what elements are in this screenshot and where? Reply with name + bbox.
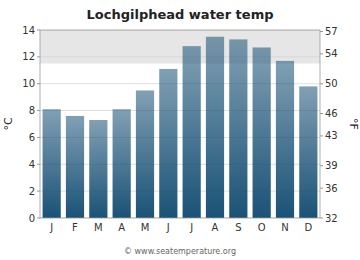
bar [113, 109, 131, 218]
y-tick [37, 218, 40, 219]
x-tick-label: O [258, 222, 266, 233]
y-tick-label: 6 [29, 132, 35, 143]
y2-tick [320, 83, 323, 84]
x-tick-label: N [281, 222, 288, 233]
watermark: © www.seatemperature.org [124, 247, 236, 256]
y-tick [37, 83, 40, 84]
y2-tick [320, 135, 323, 136]
x-tick-label: M [94, 222, 103, 233]
y-tick-label: 10 [22, 78, 35, 89]
x-tick-label: D [304, 222, 312, 233]
y-tick-label: 4 [29, 159, 35, 170]
bar [206, 37, 224, 218]
x-tick-label: F [72, 222, 78, 233]
plot-area [40, 30, 320, 218]
x-tick-label: J [189, 222, 193, 233]
y-tick-label: 2 [29, 186, 35, 197]
bar [136, 90, 154, 218]
y-tick [37, 56, 40, 57]
y2-tick-label: 39 [325, 160, 338, 171]
y-tick [37, 164, 40, 165]
x-tick-label: M [141, 222, 150, 233]
y2-tick-label: 54 [325, 48, 338, 59]
y-tick-label: 14 [22, 25, 35, 36]
bar [229, 39, 247, 218]
y2-tick [320, 218, 323, 219]
bar [89, 120, 107, 218]
y-axis-label: °C [2, 117, 15, 131]
y2-tick-label: 43 [325, 130, 338, 141]
x-tick-label: A [118, 222, 125, 233]
y2-tick [320, 165, 323, 166]
y2-axis-label: °F [347, 118, 360, 130]
y2-tick [320, 31, 323, 32]
bar [276, 61, 294, 218]
chart: Lochgilphead water temp02468101214323639… [0, 0, 360, 260]
bar [253, 47, 271, 218]
y2-tick [320, 188, 323, 189]
bar [159, 69, 177, 218]
y-tick-label: 12 [22, 51, 35, 62]
y-tick-label: 8 [29, 105, 35, 116]
x-tick-label: J [49, 222, 53, 233]
y2-tick [320, 53, 323, 54]
y-tick [37, 110, 40, 111]
y2-tick-label: 57 [325, 26, 338, 37]
y2-tick [320, 113, 323, 114]
bar [66, 116, 84, 218]
plot-frame [40, 30, 320, 218]
x-tick-label: J [166, 222, 170, 233]
shade-band [40, 30, 320, 64]
grid-line [40, 56, 320, 57]
title: Lochgilphead water temp [86, 7, 273, 22]
bar [183, 46, 201, 218]
y-tick [37, 191, 40, 192]
y-tick-label: 0 [29, 213, 35, 224]
y2-tick-label: 36 [325, 183, 338, 194]
y-tick [37, 30, 40, 31]
y2-tick-label: 32 [325, 213, 338, 224]
x-tick-label: S [235, 222, 241, 233]
bar [299, 86, 317, 218]
y2-tick-label: 50 [325, 78, 338, 89]
x-tick-label: A [212, 222, 219, 233]
y-tick [37, 137, 40, 138]
y2-tick-label: 46 [325, 108, 338, 119]
bar [43, 109, 61, 218]
